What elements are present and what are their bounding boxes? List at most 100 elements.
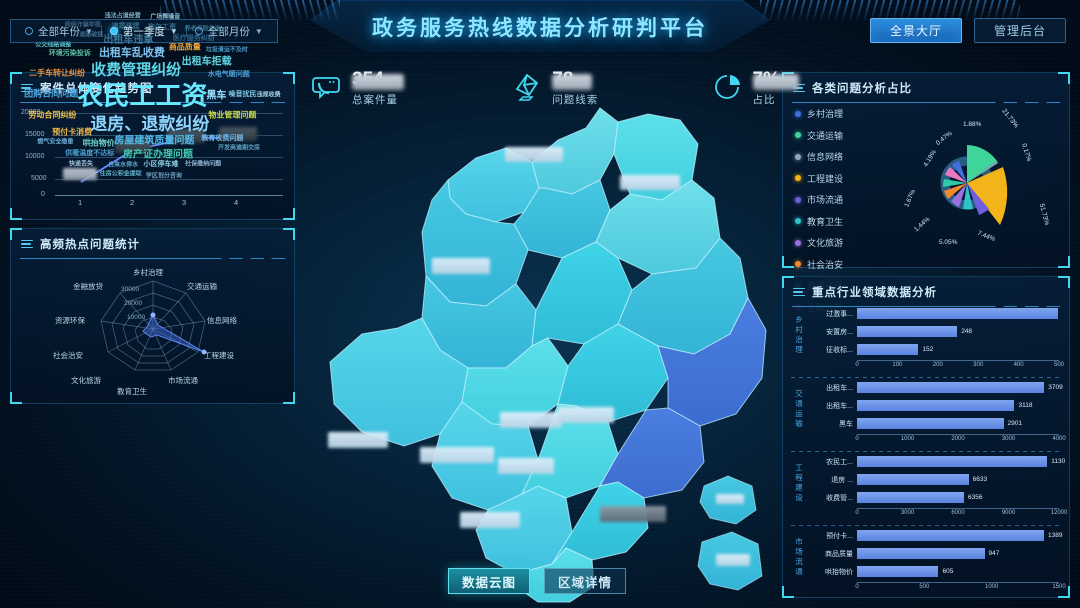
bar-row[interactable]: 预付卡... 1389 [791,529,1063,542]
word-cloud-item[interactable]: 教育收费问题 [201,135,244,143]
bar-row[interactable]: 出租车... 3709 [791,381,1063,394]
panel-issue-share: 各类问题分析占比 乡村治理 交通运输 信息网络 工程建设 市场流通 教育卫生 文化旅游 社会治… [782,72,1070,313]
word-cloud-item[interactable]: 违法占道经营 [104,13,141,20]
legend-item[interactable]: 工程建设 [795,172,843,185]
data-cloud-button[interactable]: 数据云图 [448,568,530,594]
rose-pct-label: 5.05% [939,239,958,246]
word-cloud-item[interactable]: 自来水停水 [108,162,139,169]
x-tick-label: 2000 [951,436,965,442]
radar-axis-label: 信息网络 [207,316,237,325]
word-cloud-item[interactable]: 环境污染投诉 [48,50,91,58]
word-cloud-item[interactable]: 开发商逾期交房 [217,145,260,152]
bar-track: 3709 [857,382,1063,393]
bar-value-label: 605 [942,568,954,575]
bar-group-label: 市场流通 [795,537,803,576]
word-cloud-item[interactable]: 黑车 [206,90,227,102]
corner-decor [10,208,22,220]
word-cloud-item[interactable]: 物业管理问题 [208,110,257,120]
trend-line-svg [80,136,238,183]
word-cloud-item[interactable]: 小区停车难 [143,161,179,169]
word-cloud-item[interactable]: 水电气暖问题 [207,71,250,79]
panel-header: 重点行业领域数据分析 [783,277,1069,304]
word-cloud-item[interactable]: 哄抬物价 [82,138,115,148]
bar-category-label: 预付卡... [826,533,853,540]
word-cloud-item[interactable]: 供暖温度不达标 [65,150,115,158]
bar-row[interactable]: 哄抬物价 605 [791,565,1063,578]
bar-group-label: 工程建设 [795,463,803,502]
region-detail-button[interactable]: 区域详情 [544,568,626,594]
bar-fill [857,326,958,337]
rose-svg [940,145,1008,225]
bar-row[interactable]: 过激事... [791,307,1063,320]
bar-category-label: 农民工... [826,459,853,466]
legend-item[interactable]: 信息网络 [795,150,843,163]
bar-row[interactable]: 收费管... 6356 [791,491,1063,504]
region-map[interactable] [300,62,780,608]
word-cloud-item[interactable]: 公交线路调整 [35,42,72,49]
word-cloud-item[interactable]: 房屋建筑质量问题 [114,135,195,147]
word-cloud-item[interactable]: 住房公积金提取 [99,171,142,178]
legend-item[interactable]: 市场流通 [795,193,843,206]
word-cloud-item[interactable]: 商品质量 [168,42,201,52]
bar-value-label: 3118 [1018,402,1033,409]
map-region-label-redacted [505,147,563,162]
word-cloud-item[interactable]: 快递丢失 [68,161,94,168]
filter-all-years[interactable]: 全部年份 ▼ [17,24,101,39]
bar-fill [857,382,1045,393]
word-cloud-item[interactable]: 二手车转让纠纷 [28,68,85,78]
group-divider [791,451,1061,452]
legend-item[interactable]: 交通运输 [795,129,843,142]
admin-console-button[interactable]: 管理后台 [974,18,1066,43]
word-cloud-item[interactable]: 出租车拒载 [181,56,232,68]
legend-label: 市场流通 [807,195,844,205]
chevron-down-icon: ▼ [169,26,178,36]
bar-row[interactable]: 农民工... 1130 [791,455,1065,468]
bar-category-label: 出租车... [826,385,853,392]
word-cloud-item[interactable]: 农民工工资 [77,80,208,111]
time-filter-bar[interactable]: 全部年份 ▼ 第一季度 ▼ 全部月份 ▼ [10,19,278,43]
word-cloud-item[interactable]: 社保缴纳问题 [185,161,222,168]
panorama-hall-button[interactable]: 全景大厅 [870,18,962,43]
panel-word-cloud[interactable]: 农民工工资退房、退款纠纷收费管理纠纷出租车乱收费房屋建筑质量问题出租车拒载出租车… [0,0,285,188]
word-cloud-item[interactable]: 房产证办理问题 [123,149,194,161]
bar-row[interactable]: 安置房... 248 [791,325,1063,338]
radar-axis-label: 交通运输 [187,282,217,291]
legend-label: 社会治安 [807,259,844,270]
trend-chart[interactable]: 20000 15000 10000 5000 0 1 2 3 4 [11,99,296,219]
word-cloud-item[interactable]: 团购合同问题 [24,88,79,99]
bar-row[interactable]: 退房 ... 6633 [791,473,1063,486]
rose-chart[interactable]: 4.19% 21.73% 0.17% 51.73% 7.44% 5.05% 1.… [893,99,1063,263]
filter-first-quarter[interactable]: 第一季度 ▼ [102,24,186,39]
legend-item[interactable]: 社会治安 [795,258,843,271]
word-cloud-item[interactable]: 噪音扰民 [228,91,257,98]
panel-divider [792,102,1060,103]
bar-value-label: 152 [922,346,934,353]
word-cloud-item[interactable]: 退房、退款纠纷 [90,114,210,134]
filter-all-months[interactable]: 全部月份 ▼ [187,24,271,39]
legend-item[interactable]: 教育卫生 [795,215,843,228]
word-cloud-item[interactable]: 收费管理纠纷 [91,61,182,79]
x-tick-label: 0 [855,436,859,442]
word-cloud-item[interactable]: 燃气安全隐患 [37,139,74,146]
legend-item[interactable]: 乡村治理 [795,107,843,120]
radar-chart[interactable]: 30000 20000 10000 乡村治理 交通运输 信息网络 工程建设 市场… [11,253,296,403]
word-cloud-item[interactable]: 学区划分咨询 [145,173,182,180]
header-stripe-right [760,0,1020,22]
bar-track: 152 [857,344,1059,355]
bar-row[interactable]: 黑车 2901 [791,417,1063,430]
word-cloud-item[interactable]: 预付卡消费 [52,127,93,137]
word-cloud-item[interactable]: 劳动合同纠纷 [28,110,77,120]
word-cloud-item[interactable]: 出租车乱收费 [98,46,165,59]
map-svg[interactable] [300,62,780,608]
legend-item[interactable]: 文化旅游 [795,236,843,249]
word-cloud-item[interactable]: 违规收费 [256,92,281,99]
kpi-problem-clues: 78 问题线索 [510,70,598,107]
kpi-value-wrap: 7% [752,70,799,90]
bar-row[interactable]: 商品质量 947 [791,547,1063,560]
word-cloud-item[interactable]: 垃圾清运不及时 [205,47,248,54]
bar-row[interactable]: 征收标... 152 [791,343,1063,356]
legend-color-dot [795,196,801,203]
bar-row[interactable]: 出租车... 3118 [791,399,1063,412]
radar-tick-label: 30000 [121,286,140,293]
